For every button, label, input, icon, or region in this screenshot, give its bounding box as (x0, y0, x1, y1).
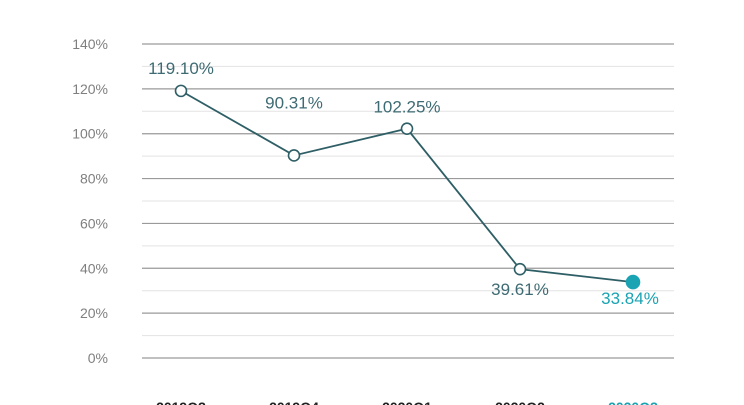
y-tick-label: 120% (72, 81, 108, 97)
data-points (174, 84, 641, 290)
data-label: 102.25% (373, 98, 440, 117)
x-tick-label: 2020Q3 (608, 399, 658, 405)
data-point (174, 84, 188, 98)
data-label: 90.31% (265, 93, 323, 112)
data-labels: 119.10% 90.31% 102.25% 39.61% 33.84% (148, 59, 659, 308)
y-tick-label: 0% (88, 350, 108, 366)
y-tick-label: 100% (72, 126, 108, 142)
y-tick-label: 60% (80, 215, 108, 231)
data-label: 119.10% (148, 59, 214, 78)
x-tick-label: 2020Q1 (382, 399, 432, 405)
x-tick-label: 2019Q4 (269, 399, 319, 405)
x-tick-label: 2020Q2 (495, 399, 545, 405)
highlight-data-point (625, 274, 641, 290)
y-tick-label: 20% (80, 305, 108, 321)
data-label: 39.61% (491, 280, 549, 299)
y-axis: 0% 20% 40% 60% 80% 100% 120% 140% (72, 36, 108, 366)
data-point (287, 149, 301, 162)
series-line (180, 90, 634, 283)
grid-lines (142, 43, 674, 359)
x-axis: 2019Q3 2019Q4 2020Q1 2020Q2 2020Q3 (156, 399, 658, 405)
x-tick-label: 2019Q3 (156, 399, 206, 405)
series-line-group (180, 90, 634, 283)
y-tick-label: 40% (80, 260, 108, 276)
data-label: 33.84% (601, 289, 659, 308)
y-tick-label: 80% (80, 171, 108, 187)
data-point (513, 262, 527, 276)
data-point (400, 122, 414, 135)
y-tick-label: 140% (72, 36, 108, 52)
